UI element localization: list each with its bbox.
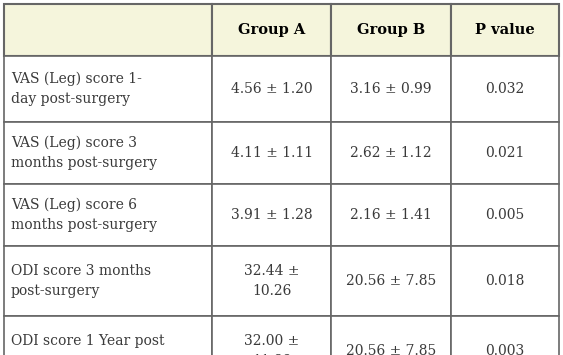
Bar <box>212 122 332 184</box>
Text: 2.62 ± 1.12: 2.62 ± 1.12 <box>350 146 432 160</box>
Bar <box>332 56 451 122</box>
Text: 3.91 ± 1.28: 3.91 ± 1.28 <box>231 208 312 222</box>
Bar <box>451 122 559 184</box>
Bar <box>451 56 559 122</box>
Text: Group B: Group B <box>357 23 425 37</box>
Bar <box>332 122 451 184</box>
Text: ODI score 1 Year post
surgery: ODI score 1 Year post surgery <box>11 334 164 355</box>
Text: 0.021: 0.021 <box>485 146 525 160</box>
Bar <box>332 246 451 316</box>
Text: VAS (Leg) score 6
months post-surgery: VAS (Leg) score 6 months post-surgery <box>11 197 157 233</box>
Text: 32.44 ±
10.26: 32.44 ± 10.26 <box>244 264 300 298</box>
Bar <box>212 184 332 246</box>
Bar <box>451 184 559 246</box>
Text: 0.032: 0.032 <box>485 82 525 96</box>
Text: 20.56 ± 7.85: 20.56 ± 7.85 <box>346 344 436 355</box>
Text: 2.16 ± 1.41: 2.16 ± 1.41 <box>350 208 432 222</box>
Bar <box>332 4 451 56</box>
Bar <box>332 316 451 355</box>
Text: VAS (Leg) score 1-
day post-surgery: VAS (Leg) score 1- day post-surgery <box>11 71 142 106</box>
Bar <box>4 316 212 355</box>
Bar <box>4 4 212 56</box>
Bar <box>4 56 212 122</box>
Bar <box>212 56 332 122</box>
Text: Group A: Group A <box>238 23 305 37</box>
Text: 20.56 ± 7.85: 20.56 ± 7.85 <box>346 274 436 288</box>
Bar <box>451 316 559 355</box>
Bar <box>4 184 212 246</box>
Text: 0.003: 0.003 <box>485 344 525 355</box>
Bar <box>212 316 332 355</box>
Text: 3.16 ± 0.99: 3.16 ± 0.99 <box>350 82 432 96</box>
Bar <box>4 122 212 184</box>
Bar <box>332 184 451 246</box>
Text: ODI score 3 months
post-surgery: ODI score 3 months post-surgery <box>11 264 151 298</box>
Bar <box>4 246 212 316</box>
Bar <box>212 246 332 316</box>
Bar <box>451 246 559 316</box>
Bar <box>451 4 559 56</box>
Text: 0.018: 0.018 <box>485 274 525 288</box>
Text: 4.11 ± 1.11: 4.11 ± 1.11 <box>231 146 313 160</box>
Text: 4.56 ± 1.20: 4.56 ± 1.20 <box>231 82 312 96</box>
Text: P value: P value <box>475 23 535 37</box>
Text: 0.005: 0.005 <box>485 208 525 222</box>
Text: 32.00 ±
11.89: 32.00 ± 11.89 <box>244 334 300 355</box>
Bar <box>212 4 332 56</box>
Text: VAS (Leg) score 3
months post-surgery: VAS (Leg) score 3 months post-surgery <box>11 136 157 170</box>
